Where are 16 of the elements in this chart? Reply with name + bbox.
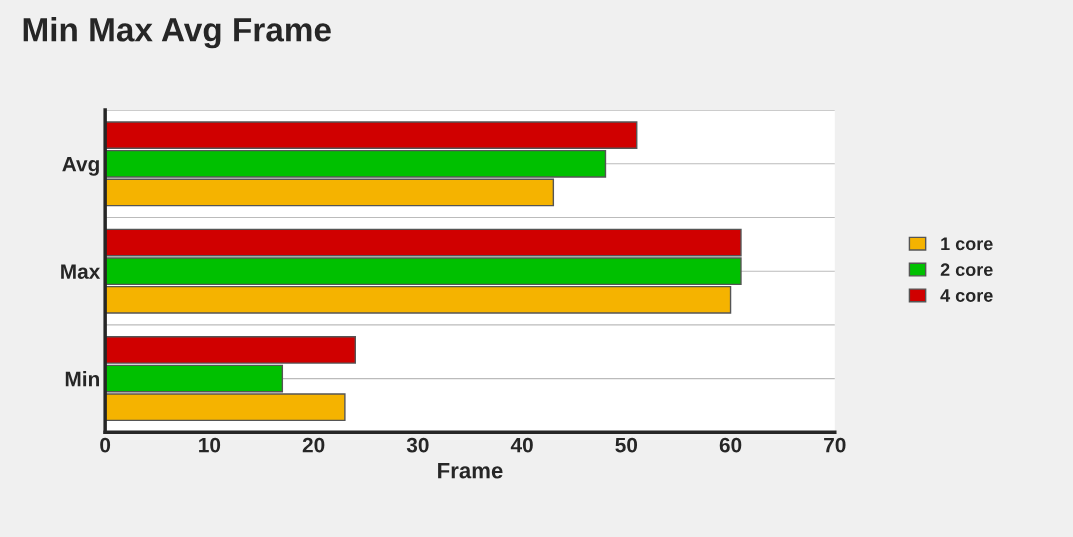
legend-label: 2 core bbox=[940, 263, 993, 277]
x-tick-label: 20 bbox=[302, 437, 325, 453]
x-tick-label: 50 bbox=[615, 437, 638, 453]
y-tick-label: Min bbox=[65, 371, 100, 387]
y-tick-label: Max bbox=[61, 264, 101, 279]
x-tick-label: 10 bbox=[199, 437, 221, 453]
legend-label: 4 core bbox=[940, 289, 993, 302]
x-tick-label: 0 bbox=[100, 437, 111, 453]
x-axis-title: Frame bbox=[438, 462, 503, 479]
chart-title: Min Max Avg Frame bbox=[23, 17, 331, 49]
x-tick-label: 30 bbox=[406, 437, 429, 453]
legend-label: 1 core bbox=[941, 237, 993, 251]
y-tick-label: Avg bbox=[62, 156, 99, 176]
x-tick-label: 60 bbox=[719, 437, 742, 453]
x-tick-label: 40 bbox=[510, 437, 533, 453]
x-tick-label: 70 bbox=[824, 437, 846, 453]
